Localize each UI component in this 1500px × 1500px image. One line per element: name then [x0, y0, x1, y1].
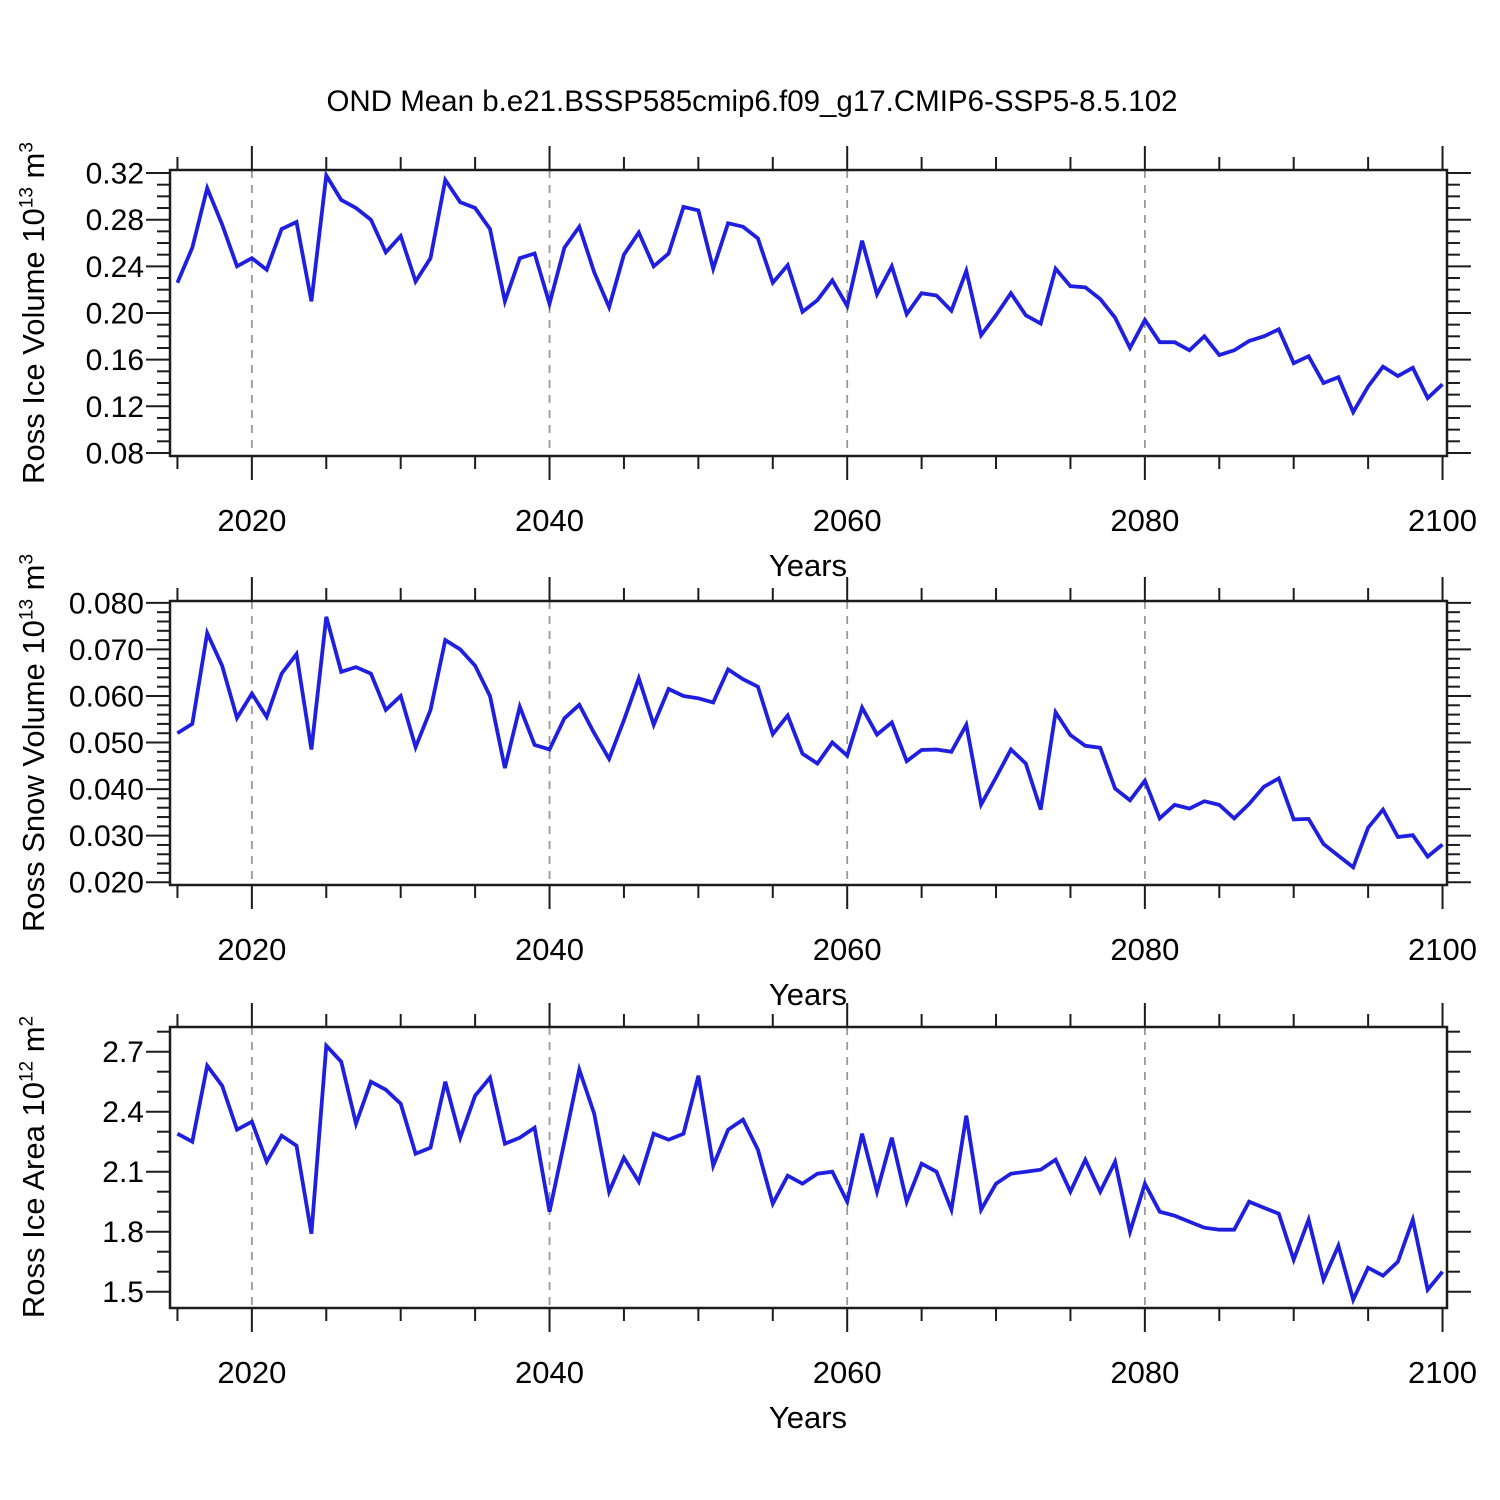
panel-frame: [168, 1025, 1449, 1310]
x-tick-label: 2100: [1408, 503, 1477, 538]
y-axis-title-ice-area: Ross Ice Area 1012 m2: [14, 867, 54, 1467]
y-tick-label: 1.5: [102, 1276, 144, 1309]
chart-title: OND Mean b.e21.BSSP585cmip6.f09_g17.CMIP…: [326, 85, 1177, 118]
y-tick-label: 0.28: [86, 204, 144, 237]
y-tick-label: 0.030: [69, 820, 144, 853]
y-tick-label: 0.070: [69, 634, 144, 667]
y-tick-label: 0.12: [86, 391, 144, 424]
y-axis-title-unit: m: [16, 564, 51, 599]
x-tick-label: 2020: [217, 503, 286, 538]
panel-ice-area: 1.5 1.8 2.1 2.4 2.7 2020 2040 2060 2080 2100: [102, 1003, 1477, 1390]
y-axis-title-unit: m: [16, 152, 51, 188]
y-tick-label: 2.4: [102, 1096, 144, 1129]
y-axis-title-unit-exponent: 2: [16, 1015, 38, 1027]
y-tick-label: 0.050: [69, 727, 144, 760]
y-axis-title-unit-exponent: 3: [16, 553, 38, 565]
y-tick-label: 0.08: [86, 437, 144, 470]
y-tick-label: 0.080: [69, 587, 144, 620]
y-tick-label: 0.32: [86, 158, 144, 191]
ice-area-line: [176, 1041, 1444, 1306]
x-tick-label: 2100: [1408, 932, 1477, 967]
x-tick-label: 2100: [1408, 1355, 1477, 1390]
x-tick-label: 2040: [515, 1355, 584, 1390]
ice-volume-line: [175, 169, 1444, 417]
x-axis-title-panel3: Years: [769, 1400, 847, 1435]
x-tick-label: 2060: [813, 503, 882, 538]
x-tick-label: 2080: [1110, 503, 1179, 538]
panel-snow-volume: 0.020 0.030 0.040 0.050 0.060 0.070 0.080 2020 2…: [69, 577, 1477, 967]
y-tick-label: 0.16: [86, 344, 144, 377]
x-tick-label: 2020: [217, 932, 286, 967]
panel-frame: [168, 599, 1449, 887]
y-axis-title-unit-exponent: 3: [16, 142, 38, 153]
x-tick-label: 2080: [1110, 932, 1179, 967]
panel-ice-volume: 0.08 0.12 0.16 0.20 0.24 0.28 0.32 2020 2040 2060…: [86, 146, 1477, 538]
x-axis-title-panel1: Years: [769, 548, 847, 583]
x-tick-label: 2060: [813, 932, 882, 967]
y-tick-label: 0.020: [69, 867, 144, 900]
snow-volume-line: [176, 616, 1444, 871]
y-tick-label: 2.1: [102, 1156, 144, 1189]
y-axis-title-exponent: 13: [16, 187, 38, 209]
y-tick-label: 0.060: [69, 680, 144, 713]
y-axis-title-exponent: 13: [16, 598, 38, 621]
x-tick-label: 2040: [515, 932, 584, 967]
y-tick-label: 0.040: [69, 774, 144, 807]
y-axis-title-unit: m: [16, 1026, 51, 1061]
y-tick-label: 2.7: [102, 1036, 144, 1069]
x-tick-label: 2080: [1110, 1355, 1179, 1390]
y-axis-title-text: Ross Ice Area 10: [16, 1082, 51, 1319]
x-tick-label: 2040: [515, 503, 584, 538]
x-axis-title-panel2: Years: [769, 977, 847, 1012]
x-tick-label: 2060: [813, 1355, 882, 1390]
y-axis-title-exponent: 12: [16, 1060, 38, 1083]
y-tick-label: 0.24: [86, 251, 144, 284]
x-tick-label: 2020: [217, 1355, 286, 1390]
y-tick-label: 1.8: [102, 1216, 144, 1249]
y-tick-label: 0.20: [86, 298, 144, 331]
